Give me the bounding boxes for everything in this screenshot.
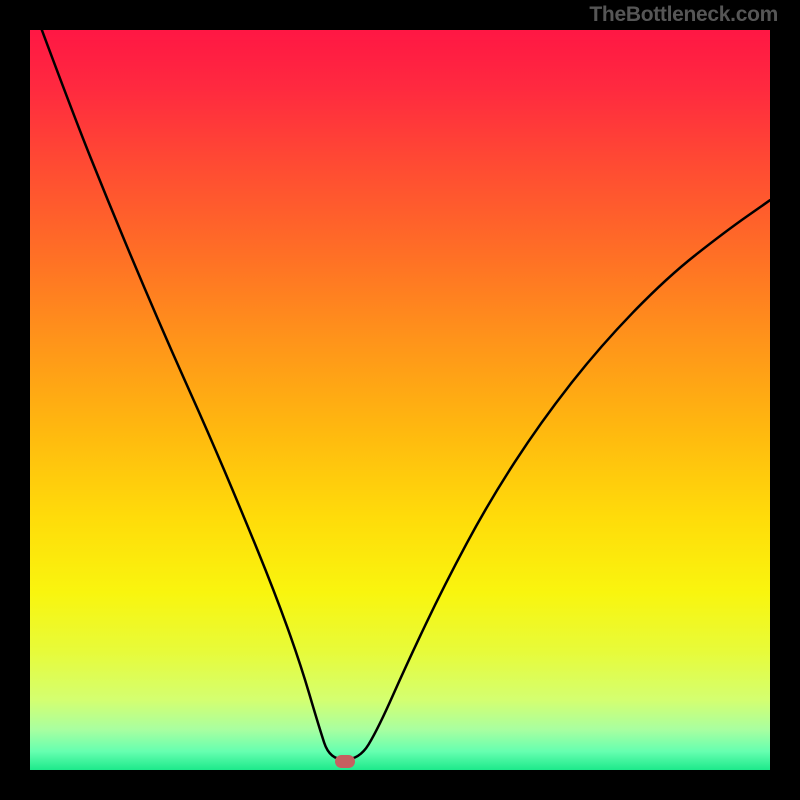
watermark-text: TheBottleneck.com: [589, 3, 778, 27]
minimum-marker: [335, 755, 355, 768]
chart-frame: TheBottleneck.com: [0, 0, 800, 800]
plot-area: [30, 30, 770, 770]
bottleneck-curve: [30, 30, 770, 770]
